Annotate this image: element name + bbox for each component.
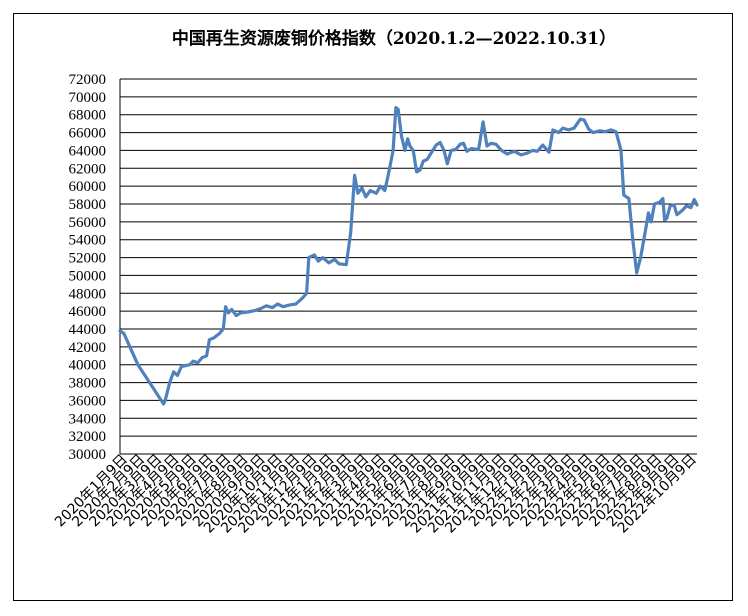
y-tick-label: 70000 bbox=[69, 90, 107, 106]
axes bbox=[119, 79, 697, 455]
y-tick-label: 56000 bbox=[69, 215, 107, 231]
y-tick-label: 68000 bbox=[69, 108, 107, 124]
y-tick-label: 62000 bbox=[69, 161, 107, 177]
y-tick-label: 50000 bbox=[69, 268, 107, 284]
y-tick-label: 64000 bbox=[69, 143, 107, 159]
y-tick-label: 36000 bbox=[69, 393, 107, 409]
y-tick-label: 40000 bbox=[69, 358, 107, 374]
y-tick-label: 54000 bbox=[69, 233, 107, 249]
x-axis-ticks: 2020年1月9日2020年2月9日2020年3月9日2020年4月9日2020… bbox=[52, 452, 700, 537]
y-tick-label: 72000 bbox=[69, 72, 107, 88]
y-tick-label: 46000 bbox=[69, 304, 107, 320]
grid-lines bbox=[120, 78, 697, 455]
y-tick-label: 44000 bbox=[69, 322, 107, 338]
y-tick-label: 52000 bbox=[69, 251, 107, 267]
y-tick-label: 34000 bbox=[69, 411, 107, 427]
y-tick-label: 60000 bbox=[69, 179, 107, 195]
series-layer bbox=[118, 106, 699, 406]
chart-frame bbox=[13, 13, 733, 601]
y-tick-label: 48000 bbox=[69, 286, 107, 302]
chart-title: 中国再生资源废铜价格指数（2020.1.2—2022.10.31） bbox=[171, 29, 617, 49]
y-tick-label: 66000 bbox=[69, 126, 107, 142]
y-tick-label: 58000 bbox=[69, 197, 107, 213]
y-tick-label: 30000 bbox=[69, 447, 107, 463]
y-tick-label: 42000 bbox=[69, 340, 107, 356]
y-tick-label: 38000 bbox=[69, 376, 107, 392]
y-tick-label: 32000 bbox=[69, 429, 107, 445]
series-line bbox=[118, 106, 699, 406]
